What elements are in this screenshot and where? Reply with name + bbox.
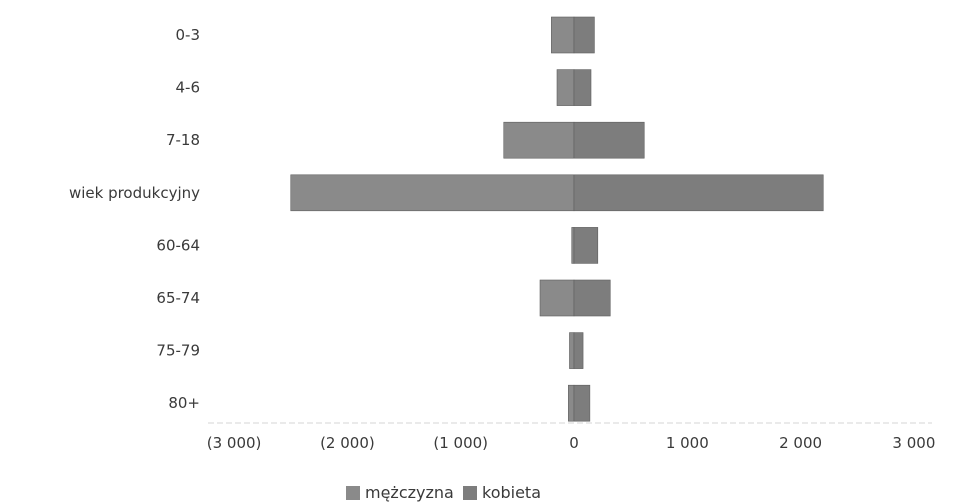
x-tick-label: 1 000 — [666, 434, 709, 452]
bar-mezczyzna — [539, 279, 575, 317]
legend-label-kobieta: kobieta — [482, 483, 541, 502]
bar-kobieta — [573, 227, 599, 264]
x-tick-label: 2 000 — [779, 434, 822, 452]
x-tick-label: (1 000) — [433, 434, 488, 452]
category-label: wiek produkcyjny — [69, 184, 200, 202]
bar-kobieta — [573, 121, 645, 159]
legend-label-mezczyzna: mężczyzna — [365, 483, 454, 502]
category-label: 4-6 — [176, 79, 201, 97]
bar-mezczyzna — [503, 121, 575, 159]
category-label: 75-79 — [156, 342, 200, 360]
category-label: 65-74 — [156, 289, 200, 307]
bar-mezczyzna — [556, 69, 575, 106]
bar-kobieta — [573, 279, 611, 317]
x-tick-label: (2 000) — [320, 434, 375, 452]
bar-mezczyzna — [568, 384, 575, 422]
bar-mezczyzna — [551, 16, 575, 54]
bar-kobieta — [573, 174, 824, 212]
x-tick-label: 3 000 — [892, 434, 935, 452]
category-labels: 0-3 4-6 7-18 wiek produkcyjny 60-64 65-74 75-7… — [69, 26, 200, 412]
legend-swatch-mezczyzna — [346, 486, 360, 500]
bars-group — [290, 16, 824, 422]
category-label: 60-64 — [156, 236, 200, 254]
category-label: 0-3 — [176, 26, 201, 44]
bar-kobieta — [573, 16, 595, 54]
bar-kobieta — [573, 384, 591, 422]
legend-swatch-kobieta — [463, 486, 477, 500]
category-label: 80+ — [168, 394, 200, 412]
bar-mezczyzna — [571, 227, 575, 264]
bar-kobieta — [573, 332, 584, 369]
bar-kobieta — [573, 69, 592, 106]
bar-mezczyzna — [569, 332, 575, 369]
x-tick-labels: (3 000) (2 000) (1 000) 0 1 000 2 000 3 000 — [207, 434, 936, 452]
legend: mężczyzna kobieta — [346, 483, 541, 502]
x-tick-label: 0 — [569, 434, 579, 452]
x-tick-label: (3 000) — [207, 434, 262, 452]
bar-mezczyzna — [290, 174, 575, 212]
category-label: 7-18 — [166, 131, 200, 149]
